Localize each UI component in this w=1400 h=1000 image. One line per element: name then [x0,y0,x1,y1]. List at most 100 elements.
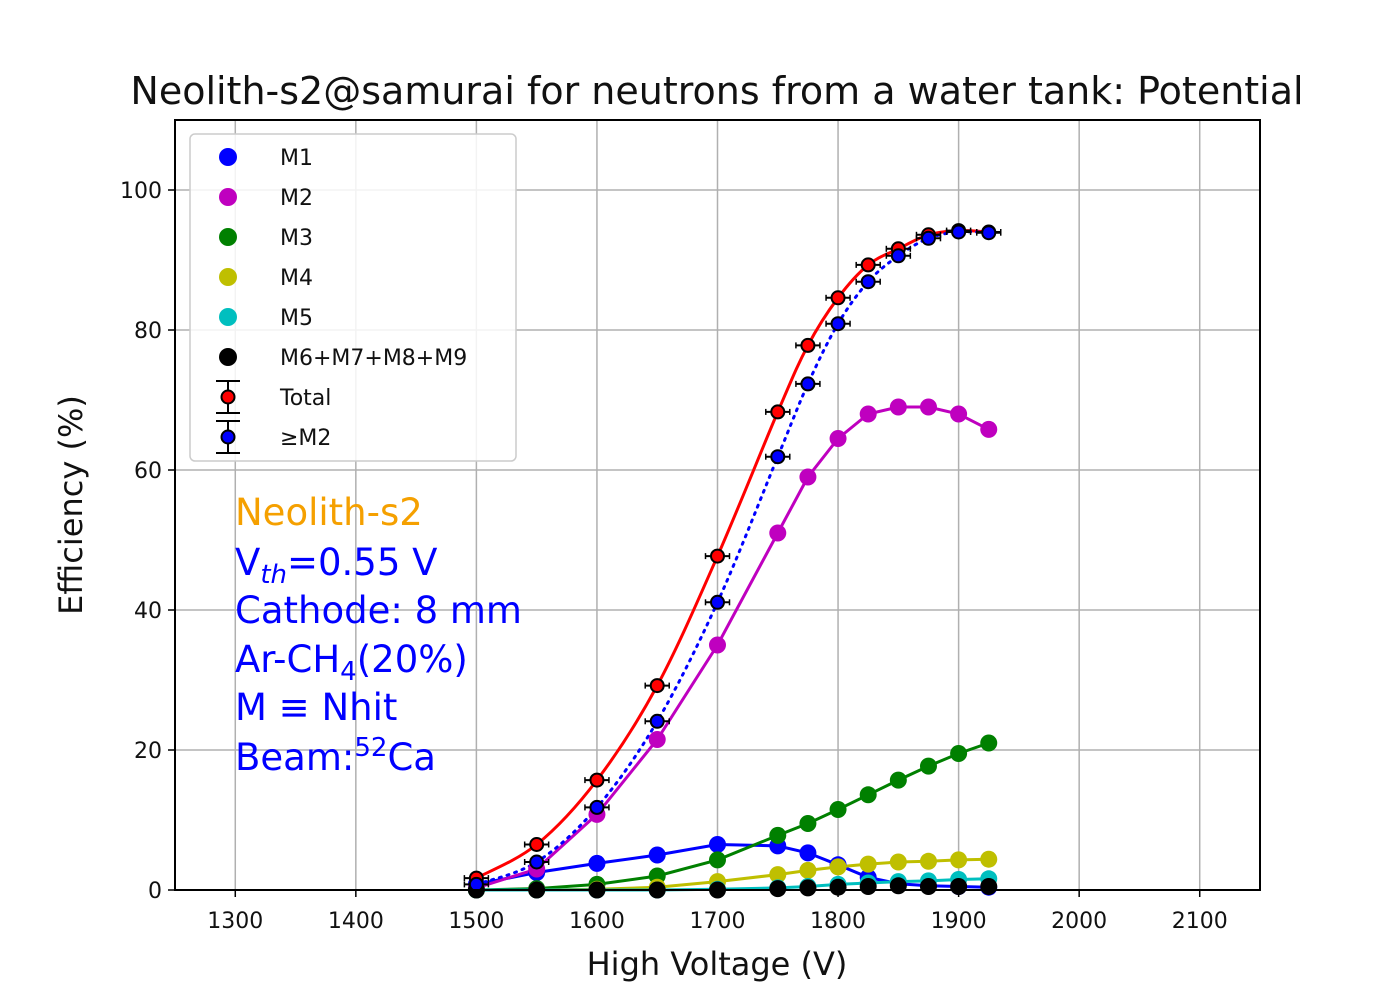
point-m6-m7-m8-m9 [829,878,847,896]
annotation-block: Neolith-s2 Vth=0.55 V Cathode: 8 mm Ar-C… [235,491,522,779]
point-ge-m2 [589,799,605,815]
y-tick-label: 80 [134,319,162,344]
series-markers [463,223,1002,899]
point-ge-m2 [830,316,846,332]
y-tick-label: 20 [134,739,162,764]
y-tick-label: 100 [120,179,162,204]
annotation-beam-sup: 52 [354,733,387,763]
legend-marker-total [220,389,236,405]
y-tick-label: 40 [134,599,162,624]
point-total [770,404,786,420]
annotation-mdef: M ≡ Nhit [235,686,397,729]
point-total [529,837,545,852]
legend-label-m3: M3 [280,226,313,251]
point-ge-m2 [770,449,786,465]
legend-marker-m1 [219,148,237,166]
chart-title: Neolith-s2@samurai for neutrons from a w… [130,69,1303,113]
x-tick-label: 1700 [690,909,746,934]
legend-marker-m4 [219,268,237,286]
point-m4 [799,861,817,879]
x-tick-label: 1300 [207,909,263,934]
point-m2 [829,430,847,447]
point-ge-m2 [981,225,997,241]
y-tick-label: 0 [148,879,162,904]
x-tick-label: 1600 [569,909,625,934]
point-ge-m2 [860,274,876,290]
annotation-threshold-main: V [235,541,260,584]
point-m3 [769,826,787,844]
point-m6-m7-m8-m9 [919,878,937,895]
x-tick-label: 2000 [1051,909,1107,934]
point-m2 [950,405,968,423]
point-ge-m2 [710,594,725,610]
point-ge-m2 [890,248,906,264]
legend-label-m5: M5 [280,306,313,331]
annotation-cathode: Cathode: 8 mm [235,589,522,632]
x-tick-label: 2100 [1172,909,1228,934]
point-m4 [950,851,968,869]
point-m3 [889,771,907,789]
x-tick-label: 1800 [810,909,866,934]
annotation-gas-rest: (20%) [357,638,468,681]
legend-marker-m2 [219,188,237,206]
point-total [800,337,816,353]
point-m3 [829,801,847,818]
point-total [830,290,846,306]
axis-ticks: 1300 1400 1500 1600 1700 1800 1900 2000 2100 0 20 4… [120,179,1228,934]
legend-box [189,133,517,462]
y-axis-label: Efficiency (%) [52,395,90,615]
annotation-gas: Ar-CH4(20%) [235,638,468,687]
annotation-detector: Neolith-s2 [235,491,423,534]
legend-label-m6-m7-m8-m9: M6+M7+M8+M9 [280,346,467,371]
point-m6-m7-m8-m9 [859,878,877,895]
legend-marker-ge-m2 [220,429,236,445]
point-total [710,548,725,564]
legend-label-m1: M1 [280,146,313,171]
point-m4 [919,852,937,870]
point-m1 [709,836,726,853]
point-m2 [709,636,726,654]
point-total [649,678,665,694]
point-m1 [799,844,817,862]
point-m2 [799,468,817,486]
legend-label-m2: M2 [280,186,313,211]
point-m3 [859,786,877,804]
point-ge-m2 [529,854,545,870]
point-ge-m2 [649,713,665,729]
point-m6-m7-m8-m9 [889,877,907,895]
annotation-gas-sub: 4 [340,657,357,687]
point-ge-m2 [468,876,484,892]
point-m3 [799,815,817,832]
annotation-beam-rest: Ca [387,736,436,779]
point-m1 [588,854,606,872]
series-line-total [475,229,989,880]
series-line-m3 [476,741,990,892]
point-m6-m7-m8-m9 [769,880,787,898]
point-total [860,257,876,273]
annotation-beam: Beam:52Ca [235,733,436,779]
point-ge-m2 [800,376,816,392]
y-tick-label: 60 [134,459,162,484]
legend-marker-m6-m7-m8-m9 [219,348,237,366]
grid [175,120,1260,891]
point-total [589,772,605,788]
point-m3 [919,757,937,775]
point-m4 [889,853,907,871]
annotation-beam-main: Beam: [235,736,354,779]
x-tick-label: 1400 [328,909,384,934]
annotation-threshold-value: =0.55 V [287,541,437,584]
annotation-threshold: Vth=0.55 V [235,541,437,590]
point-m2 [889,398,907,416]
point-m2 [859,405,877,423]
series-line-m2 [475,405,990,890]
point-ge-m2 [951,224,967,240]
point-m2 [769,524,787,542]
legend-label-ge-m2: ≥M2 [280,426,331,451]
legend-marker-m5 [219,308,237,326]
point-m1 [648,846,666,864]
point-m4 [980,850,998,868]
annotation-gas-main: Ar-CH [235,638,340,681]
point-ge-m2 [920,230,936,246]
point-m2 [919,398,937,416]
